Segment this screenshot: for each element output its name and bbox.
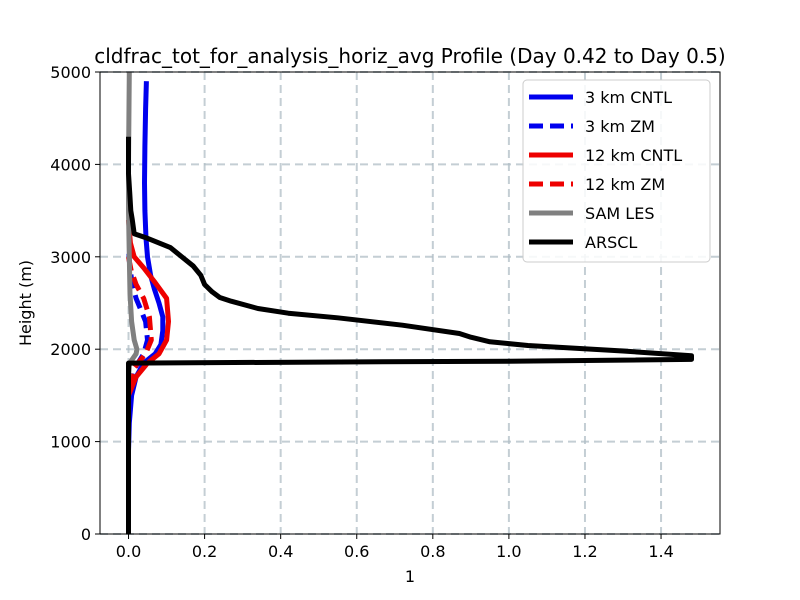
series-line-arscl [126,136,694,534]
ticks: 0.0 0.2 0.4 0.6 0.8 1.0 1.2 1.4 0 1000 2000 3000 400… [50,63,673,561]
chart-title: cldfrac_tot_for_analysis_horiz_avg Profi… [94,44,725,68]
x-tick-label: 1.0 [496,542,521,561]
series-line-12-km-cntl [126,219,171,534]
x-tick-label: 1.2 [572,542,597,561]
legend-label: 12 km ZM [585,175,665,194]
plot-frame [99,71,721,535]
series-lines [126,72,694,534]
y-tick-label: 3000 [50,248,91,267]
y-tick-label: 4000 [50,155,91,174]
y-tick-label: 1000 [50,433,91,452]
x-tick-label: 1.4 [648,542,673,561]
y-tick-label: 5000 [50,63,91,82]
legend: 3 km CNTL 3 km ZM 12 km CNTL 12 km ZM SAM LE… [522,79,711,263]
legend-label: ARSCL [585,233,637,252]
y-tick-label: 2000 [50,340,91,359]
x-tick-label: 0.4 [268,542,293,561]
legend-box [522,79,711,263]
x-tick-label: 0.6 [344,542,369,561]
y-tick-label: 0 [81,525,91,544]
legend-label: 3 km CNTL [585,88,672,107]
x-tick-label: 0.2 [192,542,217,561]
series-line-12-km-zm [126,256,154,534]
x-tick-label: 0.0 [116,542,141,561]
x-tick-label: 0.8 [420,542,445,561]
legend-label: 3 km ZM [585,117,655,136]
legend-label: 12 km CNTL [585,146,682,165]
x-axis-label: 1 [405,567,415,586]
legend-label: SAM LES [585,204,654,223]
y-axis-label: Height (m) [16,260,35,346]
